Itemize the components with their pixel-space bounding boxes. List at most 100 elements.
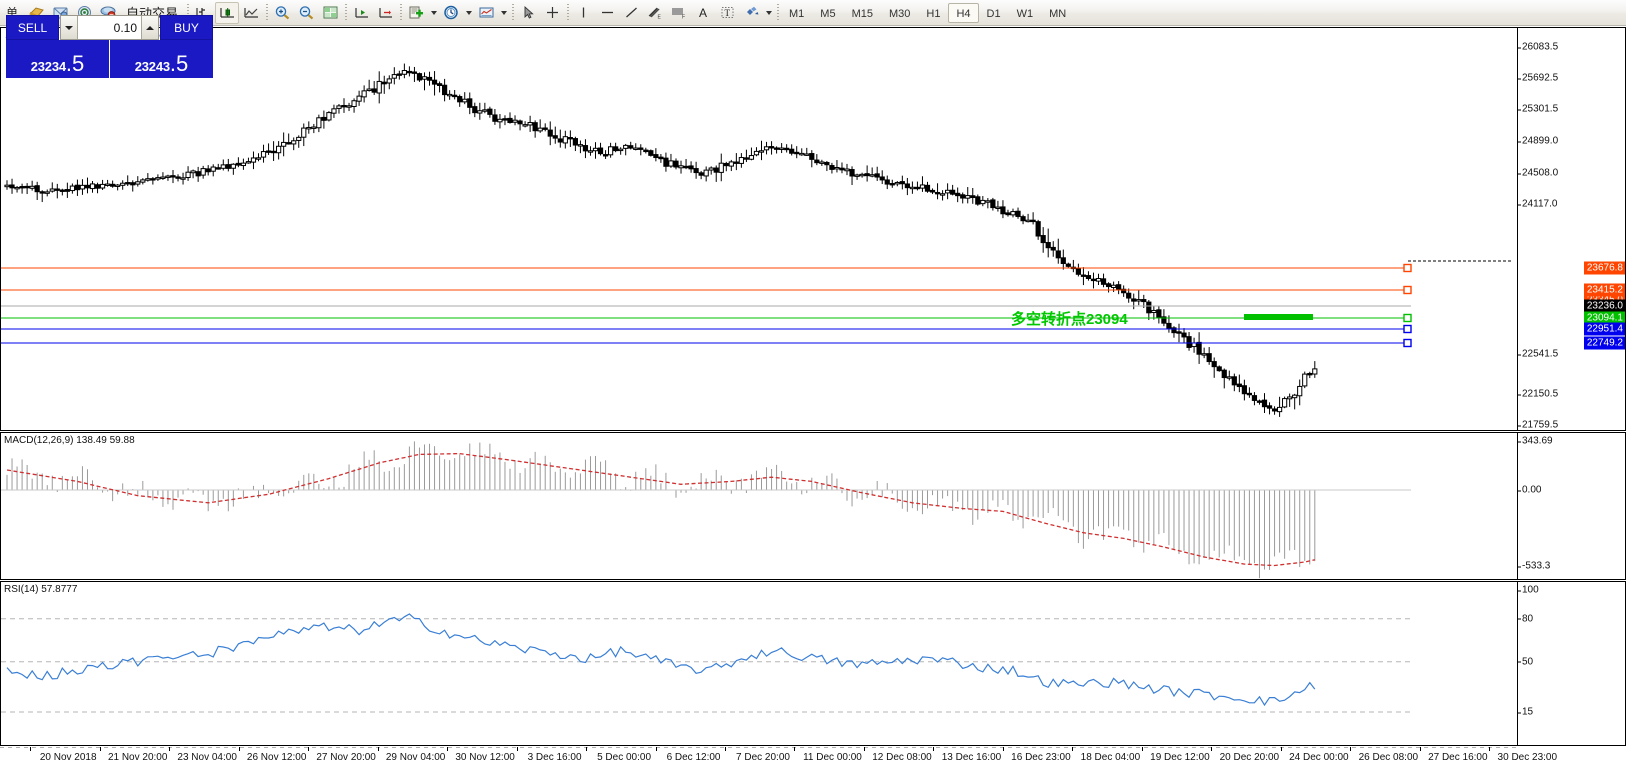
timeframe-m5[interactable]: M5: [820, 7, 836, 20]
volume-decrement-button[interactable]: [61, 16, 78, 39]
rsi-pane[interactable]: RSI(14) 57.8777 100 80 50 15: [0, 581, 1626, 746]
time-axis-label: 24 Dec 00:00: [1289, 752, 1349, 763]
time-axis-tick-mark: [1489, 747, 1491, 751]
time-axis[interactable]: 20 Nov 2018 21 Nov 20:00 23 Nov 04:00 26 No…: [0, 747, 1626, 772]
time-axis-tick-mark: [1211, 747, 1213, 751]
time-axis-label: 30 Dec 23:00: [1497, 752, 1558, 763]
price-pane[interactable]: ▲ DJ30-,H4 23172.0 23250.0 23159.0 23236…: [0, 27, 1626, 431]
objects-dropdown-caret[interactable]: [763, 2, 774, 24]
toolbar-separator: [342, 3, 349, 23]
chart-shift-icon[interactable]: [373, 2, 397, 24]
price-axis[interactable]: 26083.5 25692.5 25301.5 24899.0 24508.0 24117…: [1516, 28, 1625, 430]
level-line-handle[interactable]: [1403, 263, 1412, 273]
time-axis-label: 20 Nov 2018: [39, 752, 97, 763]
volume-increment-button[interactable]: [141, 16, 158, 39]
horizontal-line-icon[interactable]: [595, 2, 619, 24]
main-toolbar: 单 自动交易: [0, 0, 1626, 26]
periods-icon[interactable]: [439, 2, 463, 24]
buy-price-button[interactable]: 23243.5: [110, 40, 213, 78]
svg-text:E: E: [658, 15, 662, 21]
time-axis-tick-mark: [1002, 747, 1004, 751]
cursor-icon[interactable]: [516, 2, 540, 24]
candlestick-chart-icon[interactable]: [215, 1, 240, 24]
time-axis-label: 12 Dec 08:00: [872, 752, 932, 763]
time-axis-label: 30 Nov 12:00: [455, 752, 515, 763]
level-price-label[interactable]: 22951.4: [1583, 322, 1625, 336]
tile-windows-icon[interactable]: [318, 2, 342, 24]
timeframe-h4[interactable]: H4: [948, 2, 979, 23]
time-axis-tick-mark: [1350, 747, 1352, 751]
level-price-label[interactable]: 22749.2: [1583, 336, 1625, 350]
level-line-handle[interactable]: [1403, 338, 1412, 348]
timeframe-h1[interactable]: H1: [926, 7, 941, 20]
macd-axis-tick: -533.3: [1516, 560, 1551, 572]
line-chart-icon[interactable]: [239, 2, 263, 24]
indicators-icon[interactable]: [404, 2, 428, 24]
price-axis-tick: 24899.0: [1516, 135, 1559, 147]
zoom-out-icon[interactable]: [294, 2, 318, 24]
trade-panel-price-row: 23234.5 23243.5: [6, 40, 213, 78]
rsi-pane-inner[interactable]: RSI(14) 57.8777 100 80 50 15: [1, 582, 1625, 745]
horizontal-lines-layer[interactable]: [1, 28, 1519, 430]
sell-price-button[interactable]: 23234.5: [6, 40, 109, 78]
templates-dropdown-caret[interactable]: [498, 2, 509, 24]
macd-axis-tick: 343.69: [1517, 435, 1553, 447]
time-axis-label: 27 Dec 16:00: [1428, 752, 1488, 763]
zoom-in-icon[interactable]: [270, 2, 294, 24]
vertical-line-icon[interactable]: [571, 2, 595, 24]
indicators-dropdown-caret[interactable]: [428, 2, 439, 24]
timeframe-m15[interactable]: M15: [851, 7, 873, 20]
timeframe-mn[interactable]: MN: [1049, 7, 1067, 20]
fibonacci-retracement-icon[interactable]: E: [643, 2, 667, 24]
timeframe-m1[interactable]: M1: [789, 7, 805, 20]
time-axis-tick-mark: [99, 747, 101, 751]
level-price-label[interactable]: 23676.8: [1583, 261, 1625, 275]
macd-axis[interactable]: 343.69 0.00 -533.3: [1516, 433, 1625, 579]
timeframe-m30[interactable]: M30: [888, 7, 911, 20]
level-price-label[interactable]: 23236.0: [1583, 299, 1625, 313]
macd-label: MACD(12,26,9) 138.49 59.88: [4, 435, 135, 446]
trendline-icon[interactable]: [619, 2, 643, 24]
sell-price-main: 23234: [30, 59, 66, 74]
timeframe-d1[interactable]: D1: [986, 7, 1001, 20]
text-icon[interactable]: A: [699, 5, 708, 20]
price-axis-tick: 24508.0: [1516, 167, 1559, 179]
periods-dropdown-caret[interactable]: [463, 2, 474, 24]
objects-icon[interactable]: [739, 2, 763, 24]
time-axis-tick-mark: [1419, 747, 1421, 751]
time-axis-label: 29 Nov 04:00: [385, 752, 446, 763]
volume-stepper[interactable]: 0.10: [60, 15, 159, 40]
volume-input[interactable]: 0.10: [78, 16, 141, 39]
level-price-label[interactable]: 23415.2: [1583, 283, 1625, 297]
time-axis-tick-mark: [1072, 747, 1074, 751]
rsi-series: [1, 613, 1411, 713]
time-axis-separator: [0, 747, 1518, 748]
chart-area[interactable]: ▲ DJ30-,H4 23172.0 23250.0 23159.0 23236…: [0, 27, 1626, 772]
macd-pane[interactable]: MACD(12,26,9) 138.49 59.88 343.69 0.00 -53…: [0, 432, 1626, 580]
level-line-handle[interactable]: [1403, 313, 1412, 323]
price-pane-inner[interactable]: ▲ DJ30-,H4 23172.0 23250.0 23159.0 23236…: [1, 28, 1625, 430]
level-price-label[interactable]: 23094.1: [1583, 311, 1625, 325]
auto-scroll-icon[interactable]: [349, 2, 373, 24]
time-axis-label: 21 Nov 20:00: [107, 752, 168, 763]
time-axis-label: 7 Dec 20:00: [736, 752, 790, 763]
one-click-trading-panel[interactable]: SELL 0.10 BUY 23234.5 23243.5: [6, 15, 213, 78]
chart-annotation-text[interactable]: 多空转折点23094: [1011, 311, 1128, 328]
rsi-axis-tick: 15: [1516, 706, 1534, 718]
time-axis-label: 16 Dec 23:00: [1011, 752, 1071, 763]
rsi-axis-tick: 50: [1516, 656, 1534, 668]
text-label-icon[interactable]: T: [715, 2, 739, 24]
level-line-handle[interactable]: [1403, 285, 1412, 295]
rsi-axis[interactable]: 100 80 50 15: [1516, 582, 1625, 745]
templates-icon[interactable]: [474, 2, 498, 24]
equidistant-channel-icon[interactable]: F: [667, 2, 691, 24]
macd-pane-inner[interactable]: MACD(12,26,9) 138.49 59.88 343.69 0.00 -53…: [1, 433, 1625, 579]
price-axis-tick: 22150.5: [1516, 388, 1559, 400]
buy-button-label[interactable]: BUY: [160, 15, 213, 40]
time-axis-label: 23 Nov 04:00: [177, 752, 237, 763]
sell-button-label[interactable]: SELL: [6, 15, 59, 40]
time-axis-tick-mark: [447, 747, 449, 751]
crosshair-icon[interactable]: [540, 2, 564, 24]
level-line-handle[interactable]: [1403, 324, 1412, 334]
timeframe-w1[interactable]: W1: [1016, 7, 1034, 20]
